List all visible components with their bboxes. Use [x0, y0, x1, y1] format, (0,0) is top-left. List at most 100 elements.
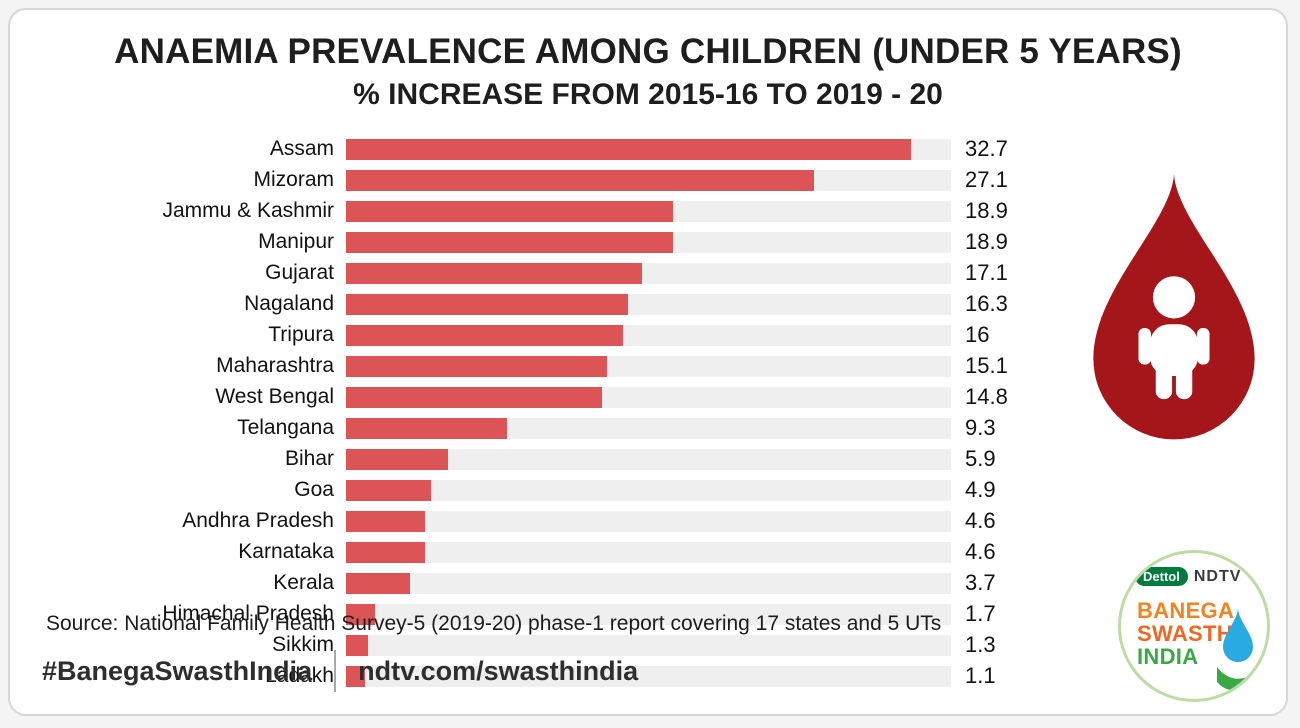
blood-drop-graphic [1078, 168, 1270, 442]
chart-title: ANAEMIA PREVALENCE AMONG CHILDREN (UNDER… [114, 32, 1182, 71]
bar-row: Gujarat 17.1 [42, 260, 1045, 286]
state-label: Jammu & Kashmir [162, 199, 334, 222]
bar-row: Telangana 9.3 [42, 415, 1045, 441]
bar-value: 32.7 [965, 136, 1008, 161]
bar-chart: Assam 32.7 Mizoram 27.1 Jammu & Kashmir … [42, 136, 1045, 694]
state-label: Nagaland [244, 292, 334, 315]
bar-row: Karnataka 4.6 [42, 539, 1045, 565]
bar-track [346, 138, 951, 160]
bar-track [346, 479, 951, 501]
bar [346, 355, 607, 377]
bar-row: Ladakh 1.1 [42, 663, 1045, 689]
state-label: Bihar [284, 447, 334, 470]
bar-track [346, 355, 951, 377]
bar [346, 634, 369, 656]
state-label: Telangana [237, 416, 334, 439]
bar-value: 18.9 [965, 229, 1008, 254]
bar-track [346, 200, 951, 222]
bar-row: Maharashtra 15.1 [42, 353, 1045, 379]
bar [346, 293, 628, 315]
bar [346, 200, 673, 222]
state-label: West Bengal [215, 385, 334, 408]
state-label: Tripura [268, 323, 334, 346]
bar-value: 9.3 [965, 415, 996, 440]
state-label: Gujarat [265, 261, 334, 284]
bar [346, 138, 912, 160]
bar-track [346, 572, 951, 594]
state-label: Maharashtra [216, 354, 334, 377]
bar-track [346, 386, 951, 408]
bar-rows: Assam 32.7 Mizoram 27.1 Jammu & Kashmir … [42, 136, 1045, 689]
water-drop-icon [1217, 607, 1261, 692]
state-label: Mizoram [253, 168, 334, 191]
state-label: Andhra Pradesh [182, 509, 334, 532]
bar-row: Kerala 3.7 [42, 570, 1045, 596]
bar [346, 479, 431, 501]
bar-value: 18.9 [965, 198, 1008, 223]
bar-track [346, 324, 951, 346]
bar [346, 603, 376, 625]
bar-row: West Bengal 14.8 [42, 384, 1045, 410]
bar-value: 16 [965, 322, 990, 347]
state-label: Ladakh [265, 664, 334, 687]
infographic-card: ANAEMIA PREVALENCE AMONG CHILDREN (UNDER… [8, 8, 1288, 716]
bar [346, 169, 815, 191]
bar-value: 1.1 [965, 663, 996, 688]
footer-url: ndtv.com/swasthindia [358, 655, 639, 686]
bar-value: 14.8 [965, 384, 1008, 409]
bar [346, 541, 426, 563]
bar-value: 4.6 [965, 508, 996, 533]
state-label: Himachal Pradesh [162, 602, 334, 625]
bar-track [346, 169, 951, 191]
bar-value: 15.1 [965, 353, 1008, 378]
bar-value: 5.9 [965, 446, 996, 471]
logo-word-india: INDIA [1137, 644, 1199, 669]
state-label: Kerala [273, 571, 334, 594]
bar-row: Sikkim 1.3 [42, 632, 1045, 658]
bar-row: Mizoram 27.1 [42, 167, 1045, 193]
bar-track [346, 665, 951, 687]
bar-row: Manipur 18.9 [42, 229, 1045, 255]
bar-row: Bihar 5.9 [42, 446, 1045, 472]
banega-swasth-india-logo: Dettol NDTV BANEGA SWASTH INDIA [1118, 550, 1270, 702]
bar-value: 4.6 [965, 539, 996, 564]
bar-value: 4.9 [965, 477, 996, 502]
logo-word-swasth: SWASTH [1137, 621, 1233, 646]
bar [346, 665, 365, 687]
bar-row: Tripura 16 [42, 322, 1045, 348]
hand-icon [1217, 665, 1261, 692]
bar-track [346, 603, 951, 625]
bar-track [346, 541, 951, 563]
bar [346, 386, 602, 408]
bar [346, 231, 673, 253]
bar-value: 1.7 [965, 601, 996, 626]
state-label: Assam [269, 137, 334, 160]
bar-row: Goa 4.9 [42, 477, 1045, 503]
source-note: Source: National Family Health Survey-5 … [46, 612, 942, 635]
bar-track [346, 448, 951, 470]
logo-brands: Dettol NDTV [1135, 567, 1241, 586]
bar-track [346, 293, 951, 315]
bar [346, 262, 642, 284]
bar [346, 324, 623, 346]
bar-row: Andhra Pradesh 4.6 [42, 508, 1045, 534]
bar-value: 1.3 [965, 632, 996, 657]
bar [346, 417, 507, 439]
state-label: Manipur [258, 230, 334, 253]
bar-value: 16.3 [965, 291, 1008, 316]
bar-value: 27.1 [965, 167, 1008, 192]
bar [346, 572, 410, 594]
bar [346, 448, 448, 470]
bar-track [346, 510, 951, 532]
bar-value: 17.1 [965, 260, 1008, 285]
footer-hashtag: #BanegaSwasthIndia [42, 655, 313, 686]
bar-track [346, 262, 951, 284]
bar-track [346, 634, 951, 656]
bar-track [346, 417, 951, 439]
dettol-badge: Dettol [1135, 567, 1188, 586]
state-label: Goa [294, 478, 334, 501]
bar-row: Jammu & Kashmir 18.9 [42, 198, 1045, 224]
ndtv-logo: NDTV [1193, 567, 1242, 585]
footer-divider [334, 650, 337, 692]
bar-value: 3.7 [965, 570, 996, 595]
